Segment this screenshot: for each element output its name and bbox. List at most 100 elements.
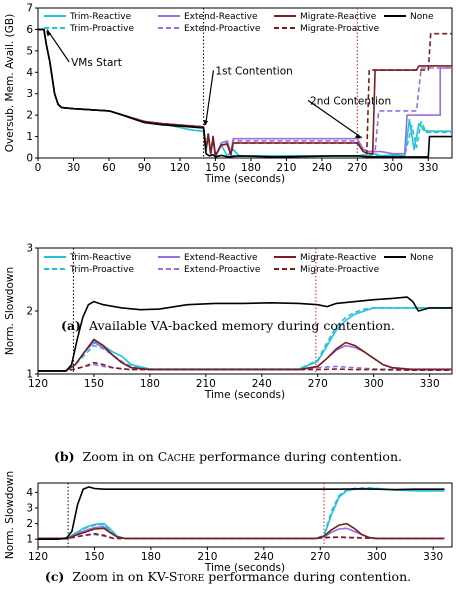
legend-none-label: None bbox=[410, 253, 434, 263]
series-none bbox=[38, 486, 445, 541]
x-tick-label: 180 bbox=[141, 551, 161, 563]
series-extend-reactive bbox=[38, 28, 452, 157]
annotation-vms-start-arrow bbox=[46, 29, 70, 63]
x-tick-label: 300 bbox=[367, 551, 387, 563]
chart-panel-b: 120 150 180 210 240 270 300 330 1 2 3 Time (seconds… bbox=[4, 243, 453, 401]
legend-trim-reactive-label: Trim-Reactive bbox=[69, 253, 132, 263]
x-tick-label: 150 bbox=[84, 378, 104, 390]
legend-extend-proactive-label: Extend-Proactive bbox=[184, 24, 261, 34]
legend-migrate-proactive: Migrate-Proactive bbox=[274, 265, 380, 275]
annotation-vms-start-label: VMs Start bbox=[71, 57, 122, 69]
x-tick-label: 300 bbox=[364, 378, 384, 390]
legend-trim-proactive-label: Trim-Proactive bbox=[69, 24, 134, 34]
x-tick-label: 210 bbox=[196, 378, 216, 390]
legend-trim-proactive: Trim-Proactive bbox=[44, 24, 134, 34]
x-tick-label: 270 bbox=[308, 378, 328, 390]
caption-c: (c) Zoom in on KV-Store performance duri… bbox=[45, 569, 411, 584]
y-tick-label: 7 bbox=[26, 3, 33, 15]
x-tick-label: 90 bbox=[138, 162, 151, 174]
legend-migrate-reactive: Migrate-Reactive bbox=[274, 253, 377, 263]
y-tick-label: 3 bbox=[26, 502, 33, 514]
x-tick-label: 150 bbox=[205, 162, 225, 174]
legend-extend-proactive: Extend-Proactive bbox=[158, 265, 261, 275]
series-group bbox=[37, 486, 445, 541]
x-tick-label: 180 bbox=[140, 378, 160, 390]
x-tick-label: 120 bbox=[28, 551, 48, 563]
y-tick-label: 2 bbox=[26, 110, 33, 122]
x-tick-label: 240 bbox=[312, 162, 332, 174]
annotation-1st-contention: 1st Contention bbox=[203, 65, 293, 126]
annotation-2nd-contention-arrowhead bbox=[354, 133, 361, 139]
series-group bbox=[38, 296, 452, 372]
series-trim-reactive bbox=[38, 28, 452, 157]
x-tick-label: 270 bbox=[310, 551, 330, 563]
x-axis-label: Time (seconds) bbox=[204, 173, 285, 185]
x-tick-label: 240 bbox=[254, 551, 274, 563]
y-tick-label: 2 bbox=[26, 306, 33, 318]
legend-trim-proactive-label: Trim-Proactive bbox=[69, 265, 134, 275]
series-none bbox=[38, 296, 452, 372]
legend-extend-proactive: Extend-Proactive bbox=[158, 24, 261, 34]
x-axis-label: Time (seconds) bbox=[204, 389, 285, 401]
y-tick-label: 1 bbox=[26, 369, 33, 381]
legend-extend-reactive: Extend-Reactive bbox=[158, 253, 258, 263]
y-axis-label: Oversub. Mem. Avail. (GB) bbox=[4, 14, 16, 152]
legend-extend-reactive-label: Extend-Reactive bbox=[184, 253, 258, 263]
x-tick-label: 330 bbox=[420, 378, 440, 390]
x-tick-label: 330 bbox=[418, 162, 438, 174]
annotation-vms-start-arrowhead bbox=[46, 30, 52, 37]
x-tick-label: 210 bbox=[197, 551, 217, 563]
x-tick-label: 180 bbox=[241, 162, 261, 174]
legend-trim-reactive: Trim-Reactive bbox=[44, 253, 132, 263]
annotation-2nd-contention-label: 2nd Contention bbox=[310, 95, 391, 107]
x-tick-label: 120 bbox=[28, 378, 48, 390]
legend-none-label: None bbox=[410, 12, 434, 22]
series-migrate-reactive bbox=[38, 28, 452, 157]
y-tick-label: 5 bbox=[26, 45, 33, 57]
y-tick-label: 6 bbox=[26, 24, 33, 36]
annotation-2nd-contention: 2nd Contention bbox=[307, 95, 391, 139]
plot-frame bbox=[37, 482, 453, 548]
legend-migrate-reactive-label: Migrate-Reactive bbox=[300, 12, 377, 22]
series-trim-proactive bbox=[38, 307, 452, 372]
legend-migrate-reactive-label: Migrate-Reactive bbox=[300, 253, 377, 263]
annotation-1st-contention-arrowhead bbox=[203, 120, 209, 126]
x-tick-label: 240 bbox=[252, 378, 272, 390]
x-tick-label: 270 bbox=[347, 162, 367, 174]
y-tick-label: 2 bbox=[26, 518, 33, 530]
x-tick-label: 0 bbox=[35, 162, 42, 174]
series-trim-proactive bbox=[38, 28, 452, 157]
legend-trim-proactive: Trim-Proactive bbox=[44, 265, 134, 275]
series-none bbox=[38, 28, 452, 158]
legend-trim-reactive: Trim-Reactive bbox=[44, 12, 132, 22]
caption-b: (b) Zoom in on Cache performance during … bbox=[54, 449, 402, 464]
y-tick-label: 3 bbox=[26, 88, 33, 100]
legend-none: None bbox=[384, 12, 434, 22]
series-migrate-reactive bbox=[38, 338, 452, 372]
series-migrate-proactive bbox=[38, 361, 452, 372]
chart-panel-a: 0 30 60 90 120 150 180 210 240 270 300 330 0 1 2 3 4 5 6 7 T… bbox=[4, 3, 453, 185]
x-tick-label: 330 bbox=[423, 551, 443, 563]
annotation-2nd-contention-arrow bbox=[307, 99, 363, 139]
y-tick-label: 3 bbox=[26, 243, 33, 255]
legend-migrate-proactive: Migrate-Proactive bbox=[274, 24, 380, 34]
y-tick-label: 4 bbox=[26, 67, 33, 79]
series-trim-reactive bbox=[37, 487, 445, 541]
series-migrate-proactive bbox=[38, 532, 445, 540]
annotation-vms-start: VMs Start bbox=[46, 29, 122, 69]
x-axis-label: Time (seconds) bbox=[204, 562, 285, 574]
y-tick-label: 0 bbox=[26, 153, 33, 165]
legend-none: None bbox=[384, 253, 434, 263]
chart-panel-c: 120 150 180 210 240 270 300 330 1 2 3 4 Time (second… bbox=[4, 471, 453, 574]
legend-extend-proactive-label: Extend-Proactive bbox=[184, 265, 261, 275]
legend-migrate-reactive: Migrate-Reactive bbox=[274, 12, 377, 22]
y-tick-label: 1 bbox=[26, 534, 33, 546]
plot-frame bbox=[37, 7, 453, 159]
legend-trim-reactive-label: Trim-Reactive bbox=[69, 12, 132, 22]
series-migrate-proactive bbox=[38, 28, 452, 157]
y-axis-label: Norm. Slowdown bbox=[4, 471, 16, 559]
x-tick-label: 300 bbox=[383, 162, 403, 174]
series-migrate-reactive bbox=[38, 522, 445, 540]
legend-migrate-proactive-label: Migrate-Proactive bbox=[300, 24, 380, 34]
